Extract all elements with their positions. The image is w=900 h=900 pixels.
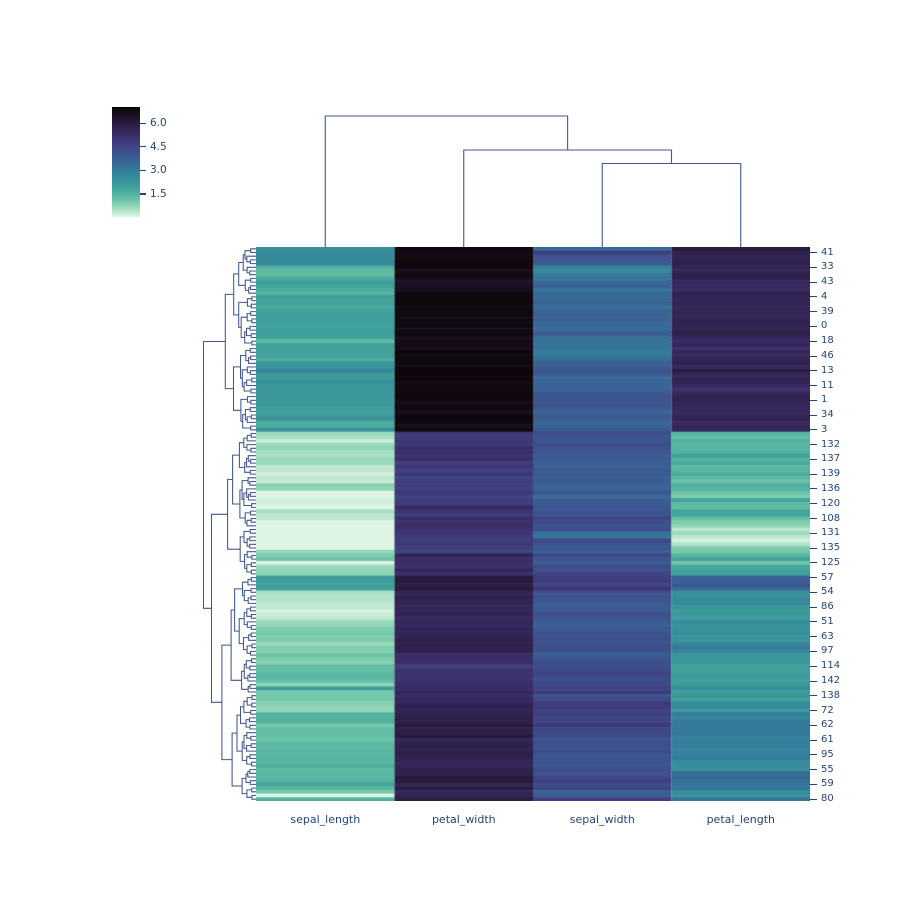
column-label: petal_length bbox=[706, 813, 776, 826]
row-tick-label: 46 bbox=[821, 350, 834, 361]
row-tick-label: 139 bbox=[821, 468, 841, 480]
row-tick-label: 43 bbox=[821, 276, 834, 288]
row-tick-label: 137 bbox=[821, 453, 841, 465]
row-tick-mark bbox=[810, 458, 817, 460]
row-tick-label: 41 bbox=[821, 246, 834, 258]
row-tick-label: 1 bbox=[821, 394, 828, 406]
column-label: sepal_length bbox=[290, 813, 361, 826]
row-tick-mark bbox=[810, 621, 817, 623]
row-tick-label: 132 bbox=[821, 438, 841, 450]
row-tick-label: 86 bbox=[821, 601, 834, 613]
row-tick-mark bbox=[810, 724, 817, 726]
row-tick-label: 51 bbox=[821, 615, 834, 627]
row-tick-mark bbox=[810, 370, 817, 372]
row-tick-mark bbox=[810, 325, 817, 327]
colorbar-tick-label: 6.0 bbox=[150, 117, 167, 130]
row-tick-mark bbox=[810, 503, 817, 505]
row-tick-label: 136 bbox=[821, 482, 841, 494]
colorbar-tick-mark bbox=[140, 169, 146, 172]
row-tick-mark bbox=[810, 650, 817, 652]
row-tick-mark bbox=[810, 754, 817, 756]
row-tick-mark bbox=[810, 739, 817, 741]
row-tick-mark bbox=[810, 562, 817, 564]
row-tick-label: 72 bbox=[821, 704, 834, 716]
row-tick-label: 142 bbox=[821, 675, 841, 686]
heatmap bbox=[256, 247, 810, 801]
row-tick-mark bbox=[810, 488, 817, 490]
column-label: petal_width bbox=[431, 813, 496, 826]
row-tick-mark bbox=[810, 710, 817, 711]
row-tick-label: 3 bbox=[821, 423, 828, 435]
row-tick-mark bbox=[810, 577, 817, 579]
row-tick-mark bbox=[810, 266, 817, 268]
row-tick-mark bbox=[810, 518, 817, 519]
row-tick-mark bbox=[810, 783, 817, 785]
row-tick-mark bbox=[810, 296, 817, 298]
row-tick-label: 62 bbox=[821, 719, 834, 731]
row-tick-mark bbox=[810, 340, 817, 342]
row-tick-label: 120 bbox=[821, 497, 841, 509]
row-tick-mark bbox=[810, 532, 817, 534]
row-tick-label: 55 bbox=[821, 763, 834, 775]
row-tick-label: 54 bbox=[821, 586, 834, 598]
row-tick-label: 138 bbox=[821, 689, 841, 701]
row-tick-label: 13 bbox=[821, 364, 834, 376]
row-tick-mark bbox=[810, 429, 817, 431]
row-tick-label: 114 bbox=[821, 660, 841, 672]
row-tick-label: 63 bbox=[821, 630, 834, 642]
row-tick-mark bbox=[810, 399, 817, 401]
colorbar-tick-mark bbox=[140, 146, 146, 148]
row-tick-mark bbox=[810, 311, 817, 313]
row-tick-mark bbox=[810, 385, 817, 386]
row-tick-mark bbox=[810, 355, 817, 357]
row-tick-mark bbox=[810, 414, 817, 416]
row-tick-label: 18 bbox=[821, 335, 834, 347]
column-dendrogram bbox=[324, 115, 742, 247]
row-tick-mark bbox=[810, 444, 817, 446]
row-tick-label: 108 bbox=[821, 512, 841, 524]
row-tick-mark bbox=[810, 636, 817, 638]
row-tick-label: 39 bbox=[821, 305, 834, 317]
row-tick-mark bbox=[810, 606, 817, 608]
row-tick-label: 59 bbox=[821, 778, 834, 790]
row-tick-label: 80 bbox=[821, 793, 834, 805]
colorbar-tick-mark bbox=[140, 193, 146, 195]
row-tick-mark bbox=[810, 252, 817, 253]
column-label: sepal_width bbox=[569, 813, 635, 826]
row-tick-mark bbox=[810, 769, 817, 771]
row-tick-label: 135 bbox=[821, 542, 841, 553]
row-tick-label: 131 bbox=[821, 527, 841, 539]
colorbar-tick-label: 3.0 bbox=[150, 164, 167, 177]
row-dendrogram bbox=[202, 248, 256, 800]
row-tick-mark bbox=[810, 798, 817, 800]
row-tick-label: 97 bbox=[821, 645, 834, 657]
row-tick-mark bbox=[810, 591, 817, 593]
colorbar-tick-label: 1.5 bbox=[150, 187, 167, 200]
row-tick-mark bbox=[810, 473, 817, 475]
row-tick-label: 4 bbox=[821, 290, 828, 302]
colorbar bbox=[112, 107, 140, 217]
row-tick-mark bbox=[810, 695, 817, 697]
colorbar-tick-mark bbox=[140, 122, 146, 124]
row-tick-label: 125 bbox=[821, 556, 841, 568]
row-tick-label: 33 bbox=[821, 261, 834, 273]
row-tick-label: 61 bbox=[821, 734, 834, 746]
row-tick-label: 0 bbox=[821, 320, 828, 332]
row-tick-label: 11 bbox=[821, 379, 834, 391]
row-tick-mark bbox=[810, 547, 817, 549]
row-tick-label: 95 bbox=[821, 748, 834, 760]
row-tick-mark bbox=[810, 665, 817, 667]
row-tick-label: 34 bbox=[821, 409, 834, 420]
row-tick-mark bbox=[810, 281, 817, 283]
row-tick-label: 57 bbox=[821, 571, 834, 583]
row-tick-mark bbox=[810, 680, 817, 682]
colorbar-tick-label: 4.5 bbox=[150, 140, 167, 153]
